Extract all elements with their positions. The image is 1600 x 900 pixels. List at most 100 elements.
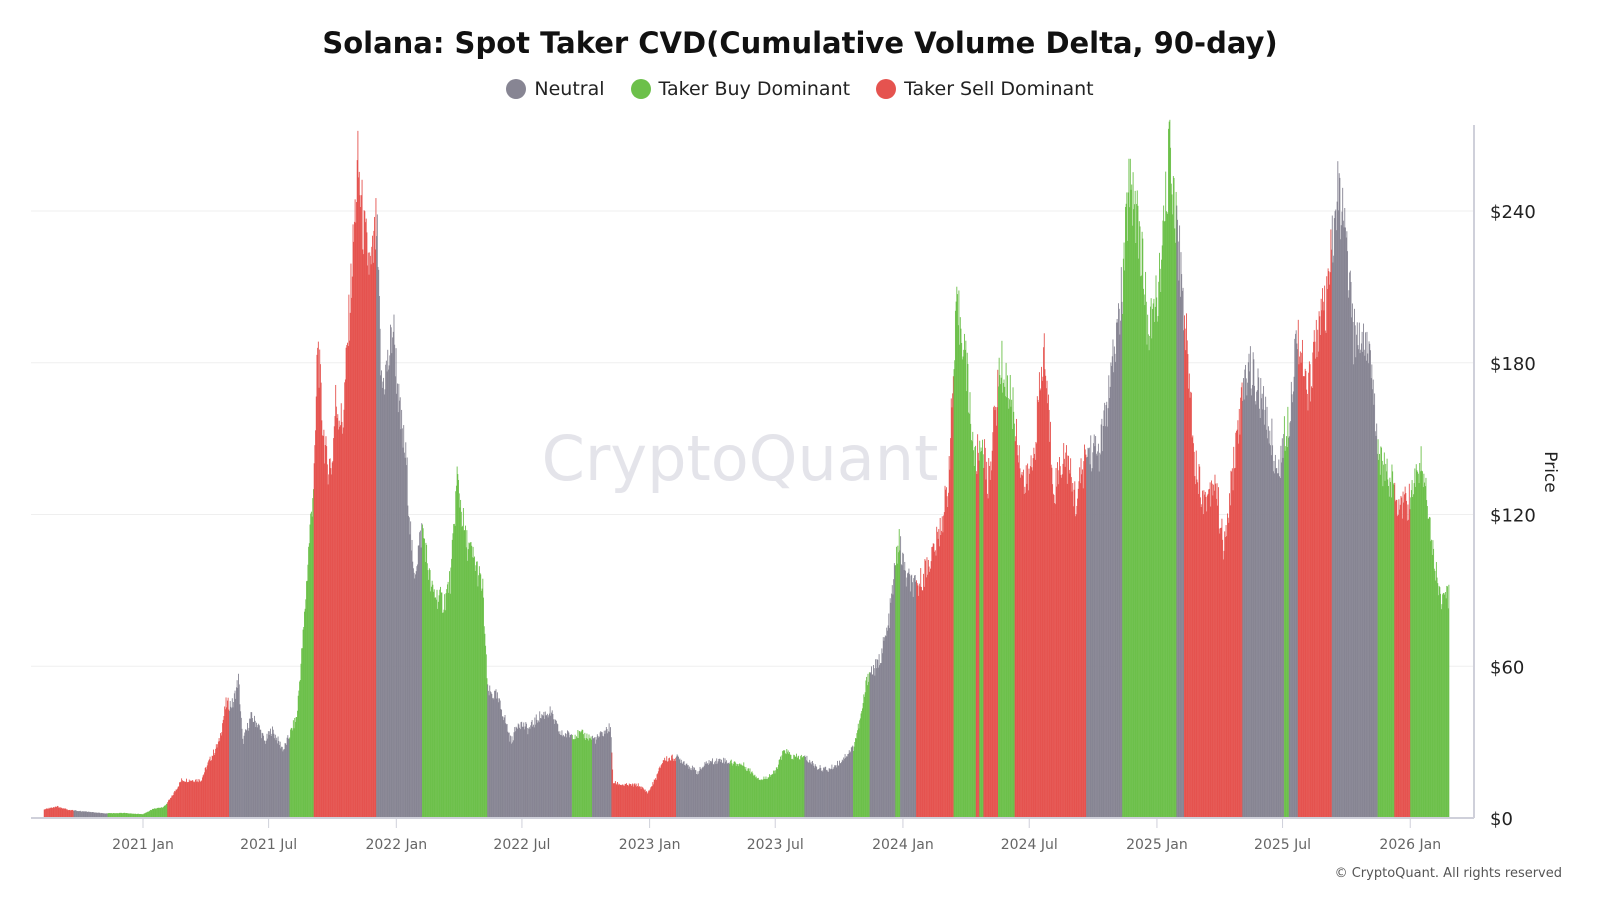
bar: [1330, 229, 1332, 819]
bar: [782, 750, 784, 818]
bar: [651, 786, 653, 818]
bar: [631, 784, 633, 818]
legend-label: Taker Buy Dominant: [658, 78, 851, 100]
bar: [784, 753, 786, 818]
bar: [602, 735, 604, 818]
bar: [968, 412, 970, 818]
bar: [1027, 463, 1029, 818]
bar: [517, 728, 518, 818]
bar: [945, 487, 947, 818]
bar: [555, 720, 557, 818]
bar: [1422, 487, 1424, 818]
bar: [240, 717, 242, 818]
bar: [283, 749, 285, 818]
bar: [1158, 281, 1160, 818]
bar: [1193, 443, 1194, 818]
bar: [929, 568, 931, 818]
legend-item-taker-buy[interactable]: Taker Buy Dominant: [630, 78, 851, 100]
bar: [442, 612, 444, 818]
bar: [444, 594, 446, 818]
bar: [120, 812, 122, 818]
bar: [801, 757, 803, 818]
bar: [825, 770, 827, 818]
bar: [471, 545, 473, 818]
bar: [512, 742, 514, 818]
bar: [480, 574, 482, 818]
legend: Neutral Taker Buy Dominant Taker Sell Do…: [0, 78, 1600, 100]
bar: [101, 813, 103, 818]
bar: [709, 761, 711, 818]
bar: [541, 714, 543, 818]
bar: [1310, 401, 1312, 818]
bar: [1104, 402, 1106, 818]
bar: [1132, 172, 1134, 818]
bar: [1369, 343, 1371, 818]
bar: [168, 799, 170, 818]
bar: [918, 583, 920, 818]
bar: [462, 508, 464, 818]
bar: [717, 761, 719, 818]
bar: [1392, 483, 1394, 818]
bar: [1022, 469, 1024, 818]
bar: [877, 667, 879, 818]
bar: [986, 493, 988, 818]
bar: [840, 763, 842, 818]
bar: [660, 768, 661, 818]
bar: [499, 700, 501, 818]
bar: [698, 773, 700, 818]
bar: [465, 525, 466, 818]
bar: [685, 765, 686, 818]
bar: [1099, 452, 1101, 818]
bar: [871, 674, 873, 818]
bar: [1130, 189, 1132, 819]
bar: [1316, 357, 1318, 818]
bar: [313, 489, 314, 818]
bar: [1153, 298, 1155, 818]
bar: [298, 690, 300, 818]
bar: [1037, 399, 1039, 818]
bar: [877, 659, 879, 818]
bar: [1218, 528, 1220, 818]
bar: [55, 806, 57, 818]
bar: [1156, 297, 1158, 818]
bar: [502, 716, 504, 818]
legend-item-taker-sell[interactable]: Taker Sell Dominant: [876, 78, 1094, 100]
bar: [306, 580, 308, 818]
bar: [47, 808, 49, 818]
bar: [1259, 417, 1261, 818]
bar: [531, 719, 533, 818]
bar: [511, 736, 513, 818]
bar: [1265, 396, 1267, 818]
bar: [649, 789, 651, 818]
bar: [1081, 474, 1083, 818]
bar: [600, 731, 602, 818]
bar: [1376, 423, 1378, 818]
legend-item-neutral[interactable]: Neutral: [506, 78, 605, 100]
bar: [284, 743, 286, 818]
bar: [1177, 241, 1179, 819]
bar: [510, 735, 512, 818]
bar: [1134, 204, 1135, 819]
bar: [880, 663, 882, 818]
bar: [901, 565, 903, 818]
bar: [445, 593, 447, 818]
bar: [594, 743, 596, 818]
bar: [1414, 468, 1416, 818]
bar: [45, 808, 47, 818]
bar: [1071, 491, 1073, 818]
bar: [201, 777, 203, 818]
bar: [1421, 470, 1423, 818]
bar: [269, 731, 271, 818]
bar: [1005, 362, 1007, 818]
bar: [1274, 473, 1276, 818]
bar: [1109, 386, 1111, 818]
bar: [113, 813, 115, 818]
bar: [1404, 486, 1406, 818]
bar: [932, 543, 934, 818]
bar: [1336, 201, 1338, 818]
bar: [866, 685, 868, 818]
bar: [1351, 317, 1353, 818]
bar: [1379, 453, 1380, 818]
bar: [936, 531, 938, 818]
bar: [433, 591, 434, 818]
